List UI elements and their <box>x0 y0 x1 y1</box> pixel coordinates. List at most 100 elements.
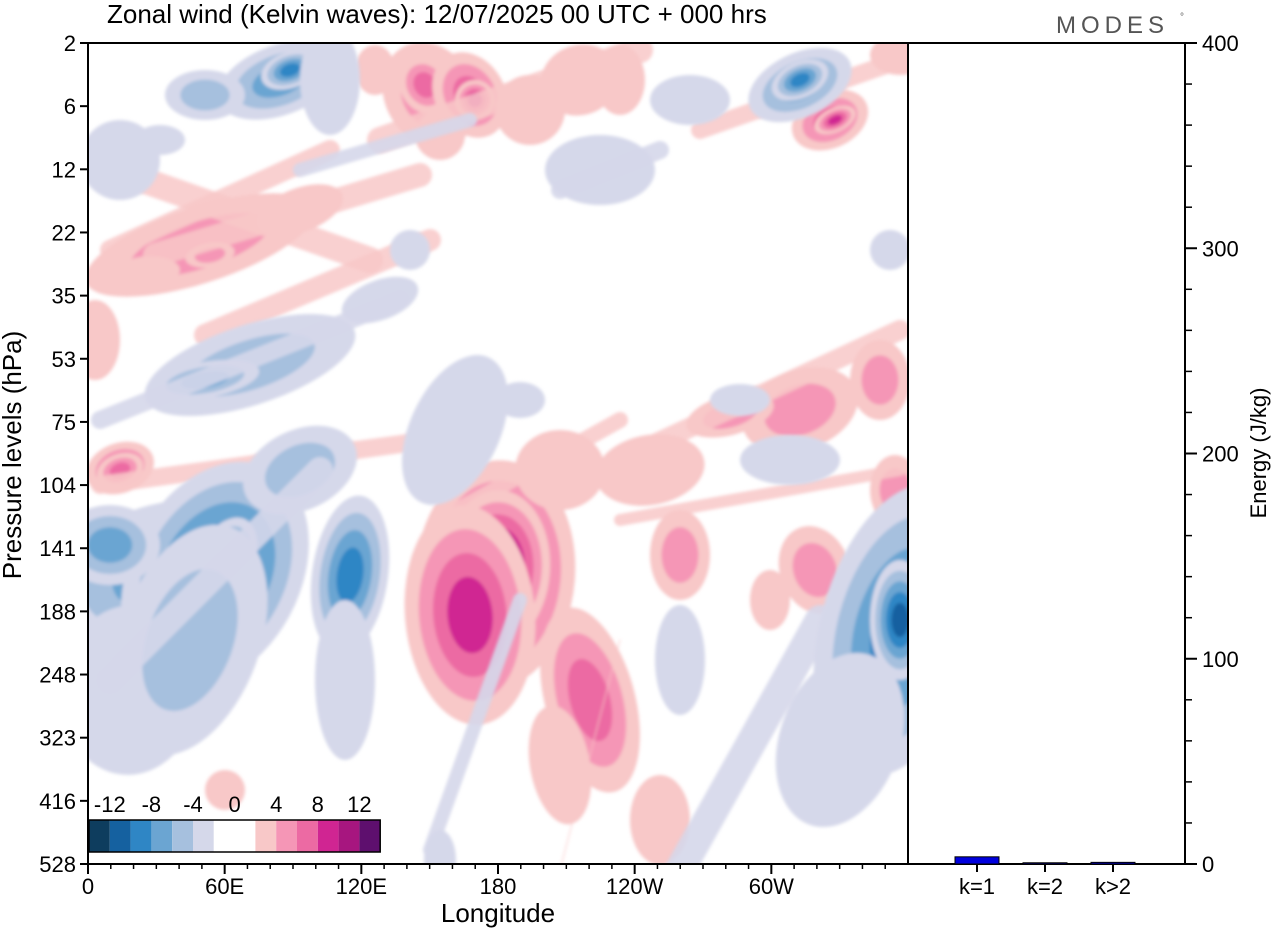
y-tick-label: 188 <box>39 599 76 624</box>
contour-streak <box>423 593 527 857</box>
longitude-axis: 0 60E 120E 180 120W 60W <box>82 864 886 899</box>
colorbar-label: 12 <box>347 792 371 817</box>
brand-logo: MODES <box>1056 12 1169 39</box>
contour-band <box>88 527 133 563</box>
contour-band <box>135 125 185 155</box>
brand-mark: ° <box>1180 12 1184 23</box>
contour-band <box>870 230 908 270</box>
y-tick-label: 416 <box>39 789 76 814</box>
colorbar-swatch <box>109 820 131 852</box>
contour-band <box>447 576 493 654</box>
contour-streak <box>100 140 340 260</box>
y-tick-label: 2 <box>64 31 76 56</box>
colorbar-label: 8 <box>312 792 324 817</box>
contour-band <box>861 355 899 405</box>
colorbar-label: 4 <box>270 792 282 817</box>
y-tick-label: 528 <box>39 852 76 877</box>
energy-cat-label: k=2 <box>1027 874 1063 899</box>
energy-tick-label: 100 <box>1202 647 1239 672</box>
colorbar-frame <box>88 819 381 853</box>
y-tick-label: 22 <box>52 220 76 245</box>
contour-band <box>336 547 364 603</box>
contour-streak <box>561 639 621 864</box>
colorbar: -12 -8 -4 0 4 8 12 <box>88 792 381 853</box>
y-tick-label: 323 <box>39 726 76 751</box>
contour-band <box>142 569 238 711</box>
energy-tick-label: 400 <box>1202 31 1239 56</box>
energy-panel: 0 100 200 300 400 k=1 k=2 k>2 <box>954 31 1239 899</box>
contour-streak <box>432 412 628 528</box>
colorbar-label: -8 <box>142 792 162 817</box>
contour-streak <box>551 141 669 199</box>
contour-band <box>402 355 508 505</box>
y-tick-label: 248 <box>39 663 76 688</box>
contour-band <box>180 79 230 111</box>
contour-streak <box>293 113 477 177</box>
contour-band <box>630 775 690 864</box>
x-tick-label: 180 <box>480 874 517 899</box>
contour-streak <box>614 464 906 526</box>
colorbar-label: -4 <box>183 792 203 817</box>
x-tick-label: 60W <box>749 874 794 899</box>
contour-band <box>710 384 770 416</box>
colorbar-swatch <box>276 820 297 852</box>
energy-tick-label: 300 <box>1202 236 1239 261</box>
x-tick-label: 0 <box>82 874 94 899</box>
contour-streak <box>143 163 432 267</box>
colorbar-swatch <box>359 820 381 852</box>
colorbar-label: 0 <box>228 792 240 817</box>
contour-band <box>205 770 245 810</box>
energy-bar <box>1090 861 1136 865</box>
colorbar-swatch <box>338 820 360 852</box>
energy-cat-label: k>2 <box>1095 874 1131 899</box>
energy-axis-label: Energy (J/kg) <box>1246 388 1271 519</box>
colorbar-label: -12 <box>94 792 126 817</box>
colorbar-swatch <box>317 820 339 852</box>
y-tick-label: 104 <box>39 473 76 498</box>
contour-band <box>764 383 836 437</box>
colorbar-swatch <box>193 820 214 852</box>
contour-streak <box>367 43 653 153</box>
y-axis-label: Pressure levels (hPa) <box>0 331 27 580</box>
contour-band <box>827 115 843 125</box>
colorbar-swatch <box>255 820 277 852</box>
contour-band <box>88 300 120 380</box>
contour-band <box>315 600 375 760</box>
contour-band <box>661 527 699 583</box>
contour-band <box>495 382 545 418</box>
x-axis-label: Longitude <box>441 898 555 928</box>
contour-streak <box>91 291 409 429</box>
chart-title: Zonal wind (Kelvin waves): 12/07/2025 00… <box>107 0 767 29</box>
positive-anomalies <box>88 43 908 864</box>
energy-tick-label: 200 <box>1202 442 1239 467</box>
x-tick-label: 120W <box>606 874 664 899</box>
x-tick-label: 60E <box>205 874 244 899</box>
colorbar-swatch <box>89 820 110 852</box>
contour-band <box>390 230 430 270</box>
y-tick-label: 12 <box>52 157 76 182</box>
contour-band <box>515 430 605 510</box>
colorbar-swatch <box>297 820 318 852</box>
contour-streak <box>666 605 835 864</box>
colorbar-swatch <box>234 820 256 852</box>
contour-field <box>88 43 908 864</box>
contour-band <box>891 602 908 638</box>
colorbar-swatch <box>151 820 173 852</box>
colorbar-swatch <box>213 820 235 852</box>
contour-band <box>775 652 905 828</box>
y-tick-label: 141 <box>39 536 76 561</box>
contour-band <box>413 72 437 98</box>
contour-band <box>655 605 705 715</box>
y-tick-label: 53 <box>52 347 76 372</box>
contour-band <box>300 43 360 135</box>
y-tick-label: 75 <box>52 410 76 435</box>
y-tick-label: 6 <box>64 94 76 119</box>
contour-band <box>650 75 730 125</box>
contour-band <box>528 705 592 825</box>
colorbar-swatch <box>172 820 193 852</box>
y-tick-label: 35 <box>52 284 76 309</box>
pressure-axis: 2 6 12 22 35 53 75 104 141 188 248 323 416 528 <box>39 31 88 877</box>
contour-band <box>279 63 301 77</box>
contour-band <box>567 658 613 742</box>
